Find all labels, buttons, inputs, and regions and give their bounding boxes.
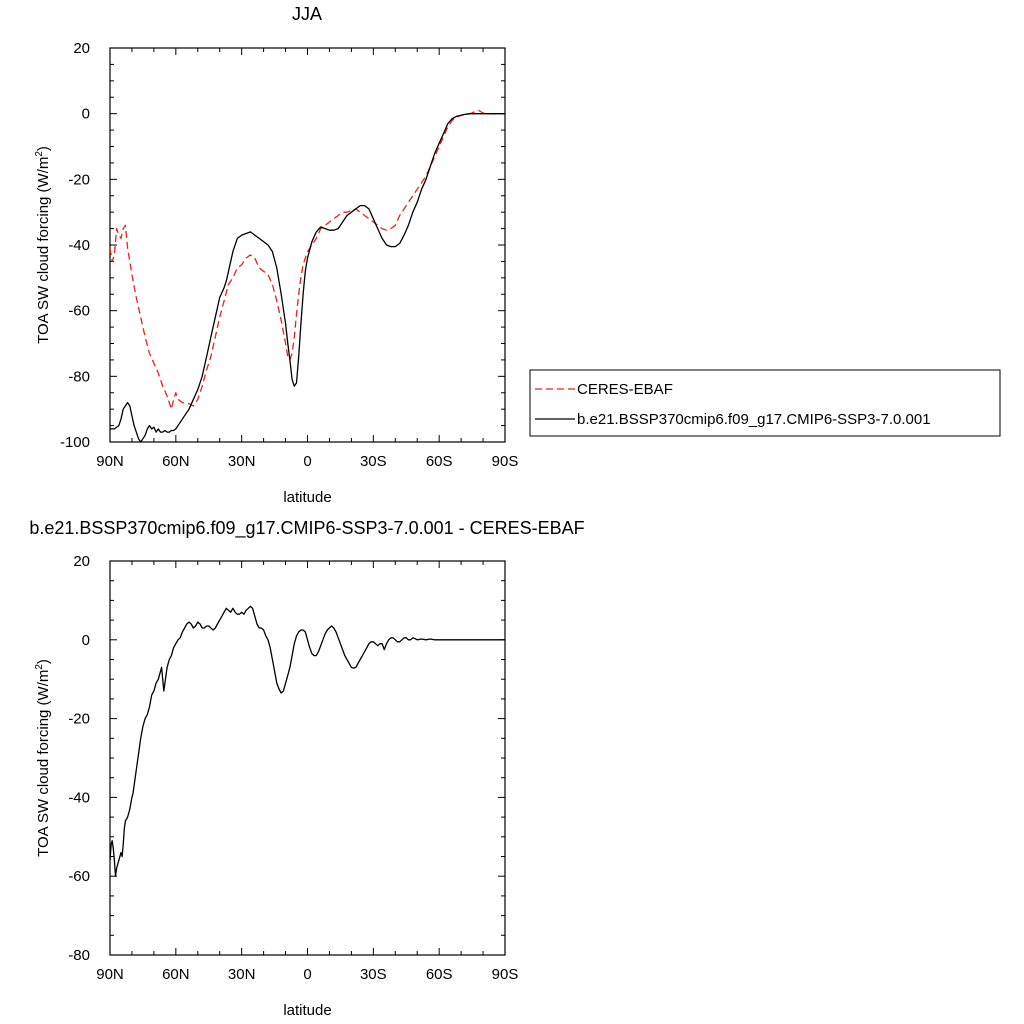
x-tick-label: 90S xyxy=(492,453,519,470)
x-axis-label: latitude xyxy=(283,489,331,506)
y-axis-label: TOA SW cloud forcing (W/m2) xyxy=(34,146,52,344)
x-tick-label: 60N xyxy=(162,453,190,470)
y-tick-label: 0 xyxy=(82,632,90,649)
y-tick-label: 20 xyxy=(73,553,90,570)
plot-frame xyxy=(109,560,506,956)
x-tick-label: 30N xyxy=(228,453,256,470)
y-tick-label: 20 xyxy=(73,40,90,57)
y-tick-label: -40 xyxy=(68,237,90,254)
y-tick-label: -40 xyxy=(68,789,90,806)
y-axis-label: TOA SW cloud forcing (W/m2) xyxy=(34,659,52,857)
y-tick-label: 0 xyxy=(82,106,90,123)
plot-frame xyxy=(109,47,506,443)
x-tick-label: 90N xyxy=(96,966,124,983)
legend-label: CERES-EBAF xyxy=(577,381,673,398)
y-tick-label: -80 xyxy=(68,368,90,385)
chart-title: b.e21.BSSP370cmip6.f09_g17.CMIP6-SSP3-7.… xyxy=(29,518,584,539)
chart-2: b.e21.BSSP370cmip6.f09_g17.CMIP6-SSP3-7.… xyxy=(29,518,584,1019)
x-tick-label: 30N xyxy=(228,966,256,983)
x-tick-label: 30S xyxy=(360,966,387,983)
x-tick-label: 60S xyxy=(426,453,453,470)
x-tick-label: 90S xyxy=(492,966,519,983)
x-tick-label: 0 xyxy=(303,966,311,983)
y-tick-label: -60 xyxy=(68,303,90,320)
x-tick-label: 60N xyxy=(162,966,190,983)
x-tick-label: 60S xyxy=(426,966,453,983)
x-tick-label: 0 xyxy=(303,453,311,470)
series-group xyxy=(110,109,505,442)
y-tick-label: -80 xyxy=(68,947,90,964)
series-group xyxy=(110,605,505,877)
y-tick-label: -20 xyxy=(68,171,90,188)
series-line-b-e21-bssp370cmip6-f09-g17-cmip6-ssp3-7-0-001 xyxy=(110,113,505,442)
legend-box xyxy=(529,369,1001,437)
x-axis-label: latitude xyxy=(283,1002,331,1019)
x-tick-label: 90N xyxy=(96,453,124,470)
x-tick-label: 30S xyxy=(360,453,387,470)
chart-title: JJA xyxy=(292,4,322,24)
y-tick-label: -100 xyxy=(60,434,90,451)
y-tick-label: -60 xyxy=(68,868,90,885)
legend-label: b.e21.BSSP370cmip6.f09_g17.CMIP6-SSP3-7.… xyxy=(577,411,931,428)
legend: CERES-EBAF b.e21.BSSP370cmip6.f09_g17.CMI… xyxy=(529,369,1001,437)
chart-1: JJA 90N 60N 30N 0 30S 60S 90S 20 0 -20 -40 -60 -80 -10… xyxy=(34,4,1001,506)
series-line-ceres-ebaf xyxy=(110,109,505,410)
y-tick-label: -20 xyxy=(68,711,90,728)
difference-series-line xyxy=(110,605,505,877)
